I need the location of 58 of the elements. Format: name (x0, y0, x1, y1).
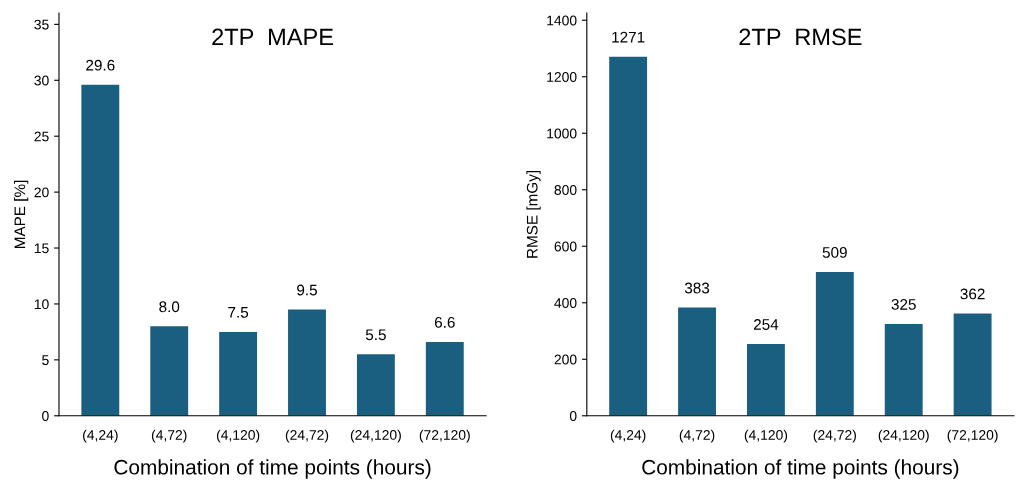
y-tick-label: 1000 (547, 128, 577, 139)
x-tick-label: (4,120) (744, 429, 788, 443)
data-label: 509 (822, 247, 847, 258)
y-tick-label: 400 (554, 298, 577, 308)
y-tick-label: 35 (34, 19, 49, 30)
bar (288, 309, 326, 416)
y-axis-title: MAPE [%] (14, 180, 29, 249)
bar (815, 271, 854, 416)
y-tick-label: 1400 (547, 15, 577, 26)
y-tick-label: 30 (34, 75, 49, 86)
y-tick-label: 1200 (547, 72, 577, 82)
y-tick-label: 800 (554, 185, 577, 195)
bar (425, 341, 464, 416)
y-tick-label: 600 (554, 241, 577, 252)
data-label: 29.6 (86, 59, 115, 71)
data-label: 8.0 (159, 301, 180, 313)
x-tick-label: (4,72) (679, 429, 715, 443)
data-label: 7.5 (228, 307, 249, 318)
x-tick-label: (4,24) (83, 429, 118, 443)
x-tick-label: (24,120) (878, 429, 929, 443)
y-tick-label: 0 (42, 411, 49, 421)
x-tick-label: (24,72) (285, 429, 329, 443)
data-label: 5.5 (365, 329, 386, 341)
bar (953, 313, 992, 416)
bar (150, 326, 189, 416)
x-axis-title: Combination of time points (hours) (114, 459, 431, 479)
x-tick-label: (4,24) (610, 429, 646, 443)
x-tick-label: (72,120) (419, 429, 470, 443)
data-label: 6.6 (434, 317, 455, 328)
y-tick-label: 20 (34, 187, 49, 198)
bar (356, 354, 395, 416)
x-axis-title: Combination of time points (hours) (642, 459, 959, 479)
bar (884, 323, 923, 416)
text: 2TP RMSE (739, 28, 862, 46)
y-axis-title: RMSE [mGy] (526, 171, 541, 258)
y-tick-label: 5 (42, 355, 49, 366)
y-tick-label: 10 (34, 299, 49, 310)
data-label: 383 (684, 282, 710, 294)
bar (678, 307, 716, 416)
bar (746, 344, 785, 416)
x-tick-label: (24,120) (350, 429, 401, 443)
data-label: 325 (891, 299, 916, 310)
data-label: 1271 (612, 31, 645, 43)
text: 2TP MAPE (212, 28, 333, 46)
x-tick-label: (24,72) (813, 429, 856, 443)
y-tick-label: 200 (554, 354, 577, 365)
y-tick-label: 25 (34, 131, 49, 142)
data-label: 254 (753, 319, 779, 330)
bar (219, 331, 258, 416)
y-tick-label: 0 (569, 411, 577, 421)
data-label: 362 (960, 288, 985, 300)
x-tick-label: (72,120) (947, 429, 998, 443)
bar (609, 56, 648, 416)
x-tick-label: (4,120) (216, 429, 260, 443)
y-tick-label: 15 (34, 243, 49, 254)
x-tick-label: (4,72) (151, 429, 187, 443)
data-label: 9.5 (297, 284, 317, 296)
bar (81, 84, 120, 416)
